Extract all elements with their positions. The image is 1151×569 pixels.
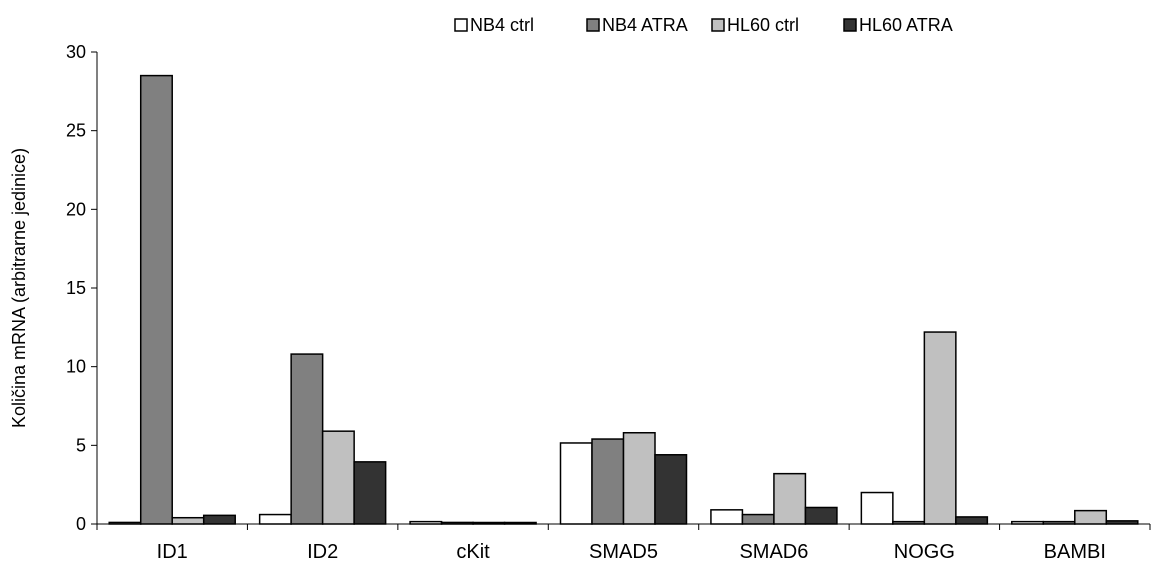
legend-swatch <box>586 18 600 32</box>
bar <box>860 491 894 525</box>
bar <box>710 509 744 525</box>
bar <box>1042 520 1076 525</box>
bar <box>955 516 989 525</box>
legend-swatch <box>454 18 468 32</box>
axes: 0 5 10 15 20 25 30 ID1 ID2 cKit SMAD5 SMAD6 NOGG BAMB… <box>66 42 1151 563</box>
bar <box>321 430 355 525</box>
bar <box>353 461 387 525</box>
y-tick-label: 25 <box>66 121 86 141</box>
bar <box>108 521 142 525</box>
y-axis-title: Količina mRNA (arbitrarne jedinice) <box>9 148 29 428</box>
x-category-label: NOGG <box>894 541 955 563</box>
x-category-label: BAMBI <box>1044 541 1106 563</box>
bar <box>472 521 506 525</box>
bar <box>654 454 688 525</box>
legend-label: HL60 ATRA <box>859 15 953 35</box>
legend-label: NB4 ctrl <box>470 15 534 35</box>
y-tick-label: 15 <box>66 278 86 298</box>
x-category-label: SMAD6 <box>739 541 808 563</box>
bar <box>290 353 324 525</box>
y-tick-label: 30 <box>66 42 86 62</box>
bar <box>503 521 537 525</box>
y-tick-label: 0 <box>76 514 86 534</box>
bar <box>1074 509 1108 525</box>
bar <box>622 431 656 525</box>
bar <box>591 438 625 525</box>
bar <box>440 521 474 525</box>
bar <box>741 513 775 525</box>
bar <box>773 472 807 525</box>
bar <box>804 506 838 525</box>
y-tick-label: 20 <box>66 199 86 219</box>
bar <box>139 74 173 525</box>
bar <box>923 331 957 525</box>
bar <box>1011 520 1045 525</box>
legend: NB4 ctrl NB4 ATRA HL60 ctrl HL60 ATRA <box>454 15 953 35</box>
bar <box>258 513 292 525</box>
legend-label: HL60 ctrl <box>727 15 799 35</box>
bar <box>202 514 236 525</box>
bar <box>892 520 926 525</box>
bar <box>559 442 593 525</box>
legend-label: NB4 ATRA <box>602 15 688 35</box>
x-category-label: cKit <box>456 541 490 563</box>
x-category-label: ID1 <box>157 541 188 563</box>
bars <box>108 74 1139 525</box>
y-tick-label: 5 <box>76 435 86 455</box>
bar <box>409 520 443 525</box>
bar <box>1105 520 1139 525</box>
x-category-label: SMAD5 <box>589 541 658 563</box>
x-category-label: ID2 <box>307 541 338 563</box>
legend-swatch <box>711 18 725 32</box>
legend-swatch <box>843 18 857 32</box>
y-tick-label: 10 <box>66 357 86 377</box>
bar <box>171 516 205 525</box>
